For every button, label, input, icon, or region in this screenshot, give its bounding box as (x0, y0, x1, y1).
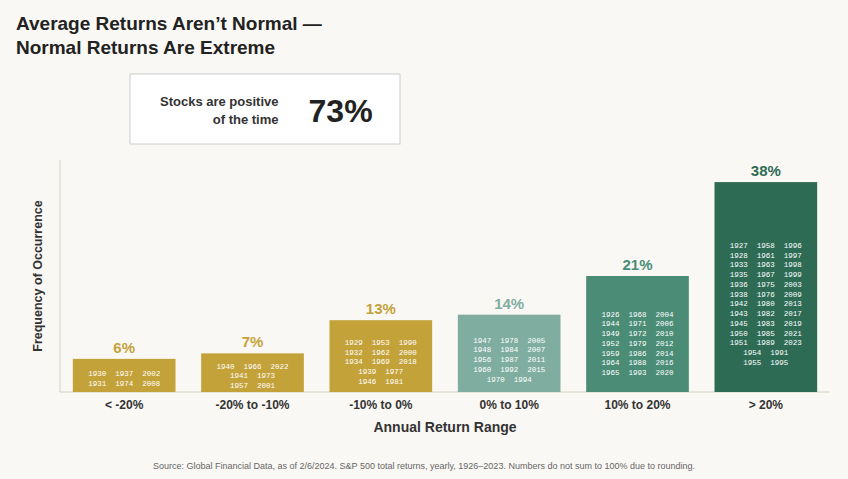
bar-text-line: 1942 1980 2013 (730, 300, 803, 308)
bar-text-line: 1944 1971 2006 (601, 320, 674, 328)
y-axis-label: Frequency of Occurrence (31, 200, 45, 351)
data-label: 13% (366, 300, 396, 317)
bar-text-line: 1943 1982 2017 (730, 310, 802, 318)
bar-text-line: 1947 1978 2005 (473, 337, 546, 345)
data-label: 38% (751, 162, 781, 179)
title-line: Normal Returns Are Extreme (16, 37, 275, 58)
bar-text-line: 1928 1961 1997 (730, 252, 802, 260)
annotation-text: of the time (213, 112, 279, 127)
bar-text-line: 1949 1972 2010 (601, 330, 674, 338)
bar-text-line: 1946 1981 (358, 378, 404, 386)
bar-text-line: 1931 1974 2008 (88, 380, 160, 388)
bar-text-line: 1952 1979 2012 (601, 340, 673, 348)
bar-text-line: 1948 1984 2007 (473, 346, 545, 354)
bar-text: 1930 1937 2002 1931 1974 2008 (88, 370, 160, 388)
bar-text-line: 1926 1968 2004 (601, 311, 674, 319)
bar-text-line: 1941 1973 (230, 372, 276, 380)
bar-text-line: 1934 1969 2018 (345, 358, 417, 366)
x-tick-label: -20% to -10% (215, 398, 289, 412)
background (0, 0, 848, 479)
bar-text: 1926 1968 20041944 1971 2006 1949 1972 20… (601, 311, 674, 378)
data-label: 6% (113, 339, 135, 356)
bar (201, 353, 304, 392)
bar-text-line: 1960 1992 2015 (473, 366, 546, 374)
bar-text-line: 1954 1991 (743, 349, 789, 357)
bars (73, 182, 817, 392)
bar-text-line: 1955 1995 (743, 359, 789, 367)
bar-text-line: 1951 1989 2023 (730, 339, 803, 347)
bar-text-line: 1935 1967 1999 (730, 271, 802, 279)
x-tick-label: > 20% (749, 398, 784, 412)
bar (586, 276, 689, 392)
bar (330, 320, 433, 392)
bar (715, 182, 818, 392)
bar-text-line: 1957 2001 (230, 382, 276, 390)
source: Source: Global Financial Data, as of 2/6… (153, 461, 695, 471)
x-tick-label: -10% to 0% (349, 398, 413, 412)
bar-text-line: 1970 1994 (487, 376, 533, 384)
chart: Average Returns Aren’t Normal — Normal Re… (0, 0, 848, 479)
bar-text-line: 1965 1993 2020 (601, 369, 674, 377)
bar-text-line: 1927 1958 1996 (730, 242, 803, 250)
bar-text-line: 1929 1953 1990 (345, 339, 418, 347)
bar-text: 1929 1953 1990 1932 1962 20001934 1969 20… (345, 339, 418, 386)
data-label: 7% (242, 333, 264, 350)
title-line: Average Returns Aren’t Normal — (16, 13, 322, 34)
bar-text-line: 1956 1987 2011 (473, 356, 546, 364)
bar-text-line: 1930 1937 2002 (88, 370, 160, 378)
bar-text-line: 1933 1963 1998 (730, 261, 802, 269)
bar-text-line: 1959 1986 2014 (601, 350, 674, 358)
bar-text-line: 1939 1977 (358, 368, 403, 376)
bar-text: 1947 1978 20051948 1984 2007 1956 1987 20… (473, 337, 546, 384)
annotation-box (130, 74, 400, 144)
y-axis-line (60, 160, 61, 392)
bar-text-line: 1940 1966 2022 (216, 363, 288, 371)
bar-text-line: 1950 1985 2021 (730, 330, 803, 338)
bar-text-line: 1938 1976 2009 (730, 291, 802, 299)
annotation-value: 73% (309, 93, 373, 129)
bar-text-line: 1945 1983 2019 (730, 320, 802, 328)
bar-text-line: 1932 1962 2000 (345, 349, 418, 357)
annotation-text: Stocks are positive (160, 94, 279, 109)
x-axis-label: Annual Return Range (373, 419, 516, 435)
bar (458, 315, 561, 392)
bar (73, 359, 176, 392)
data-label: 14% (494, 295, 524, 312)
data-label: 21% (622, 256, 652, 273)
annotation: Stocks are positive of the time 73% (130, 74, 400, 144)
x-tick-label: 10% to 20% (604, 398, 670, 412)
bar-text-line: 1936 1975 2003 (730, 281, 803, 289)
bar-text-line: 1964 1988 2016 (601, 359, 674, 367)
bar-text: 1940 1966 20221941 1973 1957 2001 (216, 363, 288, 391)
x-tick-label: < -20% (105, 398, 144, 412)
title: Average Returns Aren’t Normal — Normal Re… (16, 13, 322, 58)
bar-text: 1927 1958 1996 1928 1961 19971933 1963 19… (730, 242, 803, 367)
x-tick-label: 0% to 10% (479, 398, 539, 412)
